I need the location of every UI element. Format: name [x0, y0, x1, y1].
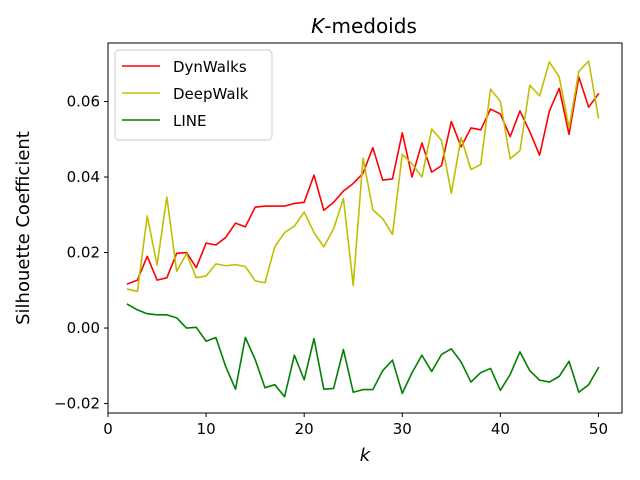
y-tick-label: 0.00: [67, 319, 100, 337]
series-lines: [126, 60, 600, 398]
series-line-line: [126, 303, 600, 398]
legend-label-dynwalks: DynWalks: [173, 58, 247, 76]
x-tick-label: 0: [103, 420, 113, 438]
y-tick-label: 0.02: [67, 244, 100, 262]
y-tick-label: 0.04: [67, 168, 100, 186]
x-tick-label: 30: [393, 420, 412, 438]
series-line-deepwalk: [126, 60, 600, 293]
chart-title: K-medoids: [311, 14, 417, 38]
legend-label-line: LINE: [173, 112, 206, 130]
x-tick-label: 10: [197, 420, 216, 438]
x-tick-label: 20: [295, 420, 314, 438]
y-axis-label: Silhouette Coefficient: [13, 131, 34, 325]
x-tick-label: 40: [491, 420, 510, 438]
chart-title-italic: K: [311, 14, 326, 38]
y-axis-ticks: −0.02 0.00 0.02 0.04 0.06: [54, 93, 108, 413]
legend-label-deepwalk: DeepWalk: [173, 85, 249, 103]
x-axis-ticks: 0 10 20 30 40 50: [103, 413, 608, 438]
x-tick-label: 50: [589, 420, 608, 438]
chart-title-rest: -medoids: [324, 14, 417, 38]
y-tick-label: 0.06: [67, 93, 100, 111]
legend-box: [114, 49, 273, 141]
plot-frame: [107, 42, 623, 414]
x-axis-label: k: [360, 445, 372, 466]
series-line-dynwalks: [126, 76, 600, 285]
legend: DynWalks DeepWalk LINE: [114, 49, 273, 141]
y-tick-label: −0.02: [54, 395, 100, 413]
